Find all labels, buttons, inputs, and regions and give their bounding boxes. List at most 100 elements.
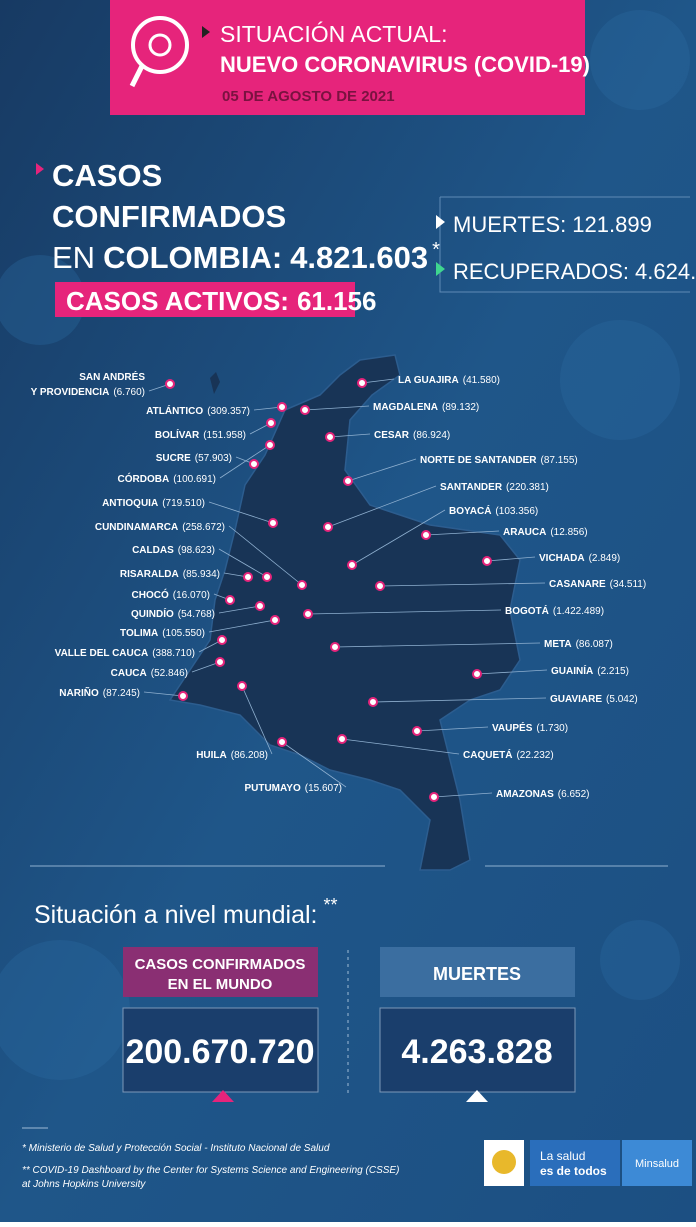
department-name: LA GUAJIRA xyxy=(398,375,459,386)
marker xyxy=(303,609,313,619)
department-cases: (100.691) xyxy=(173,474,216,485)
leader-line xyxy=(208,501,274,524)
cases-title: EN COLOMBIA: 4.821.603 * xyxy=(52,239,440,275)
department-name: AMAZONAS xyxy=(496,789,554,800)
department-cases: (98.623) xyxy=(178,545,215,556)
department-cases: (105.550) xyxy=(162,628,205,639)
arrow xyxy=(202,26,210,38)
department-cases: (1.730) xyxy=(536,723,568,734)
stats-frame xyxy=(439,196,690,293)
department-label: CHOCÓ (16.070) xyxy=(132,588,210,601)
marker xyxy=(215,657,225,667)
leader-line xyxy=(218,548,268,578)
department-name: SANTANDER xyxy=(440,482,503,493)
department-name: CUNDINAMARCA xyxy=(95,522,178,533)
arrow xyxy=(36,163,44,175)
header-date: 05 DE AGOSTO DE 2021 xyxy=(222,88,395,105)
department-label: SUCRE (57.903) xyxy=(156,453,232,464)
department-label: CALDAS (98.623) xyxy=(132,545,215,556)
department-cases: (6.760) xyxy=(113,387,145,398)
department-name: GUAINÍA xyxy=(551,664,593,677)
source: at Johns Hopkins University xyxy=(22,1179,146,1190)
department-name: ATLÁNTICO xyxy=(146,404,203,417)
leader-line xyxy=(351,509,446,566)
logo-box xyxy=(530,1140,620,1186)
department-label: GUAINÍA (2.215) xyxy=(551,664,629,677)
department-name: CALDAS xyxy=(132,545,174,556)
department-name: CAQUETÁ xyxy=(463,748,512,761)
leader-line xyxy=(347,458,417,482)
department-label: BOYACÁ (103.356) xyxy=(449,504,538,517)
footnote-mark: ** xyxy=(324,895,338,915)
world-deaths-label-box xyxy=(380,947,575,997)
department-name: SUCRE xyxy=(156,453,191,464)
department-label: TOLIMA (105.550) xyxy=(120,628,205,639)
department-name: TOLIMA xyxy=(120,628,158,639)
department-cases: (5.042) xyxy=(606,694,638,705)
department-label: RISARALDA (85.934) xyxy=(120,569,220,580)
department-label: MAGDALENA (89.132) xyxy=(373,402,479,413)
marker xyxy=(375,581,385,591)
leader-line xyxy=(416,726,489,732)
department-cases: (52.846) xyxy=(151,668,188,679)
department-label: HUILA (86.208) xyxy=(196,750,268,761)
leader-line xyxy=(486,556,536,562)
department-cases: (86.924) xyxy=(413,430,450,441)
brand: Minsalud xyxy=(635,1158,679,1170)
department-name: BOGOTÁ xyxy=(505,604,549,617)
leader-line xyxy=(476,669,548,675)
deaths-label: MUERTES: xyxy=(453,212,566,237)
department-label: ANTIOQUIA (719.510) xyxy=(102,498,205,509)
department-cases: (1.422.489) xyxy=(553,606,604,617)
department-name: ARAUCA xyxy=(503,527,546,538)
world-deaths-box xyxy=(379,1007,576,1093)
icon xyxy=(131,16,189,74)
department-label: VAUPÉS (1.730) xyxy=(492,721,568,734)
department-label: ARAUCA (12.856) xyxy=(503,527,588,538)
department-cases: (86.208) xyxy=(231,750,268,761)
department-name: SAN ANDRÉS xyxy=(79,370,145,383)
department-name: CASANARE xyxy=(549,579,606,590)
marker xyxy=(421,530,431,540)
arrow xyxy=(436,215,445,229)
leader-line xyxy=(372,697,547,703)
active-value: 61.156 xyxy=(297,286,377,316)
marker xyxy=(265,440,275,450)
department-name: HUILA xyxy=(196,750,227,761)
marker xyxy=(237,681,247,691)
marker xyxy=(343,476,353,486)
department-label: LA GUAJIRA (41.580) xyxy=(398,375,500,386)
arrow xyxy=(212,1090,234,1102)
department-label: ATLÁNTICO (309.357) xyxy=(146,404,250,417)
leader-line xyxy=(281,741,347,788)
department-name: NARIÑO xyxy=(59,686,99,699)
logo-text: es de todos xyxy=(540,1164,607,1178)
department-cases: (2.215) xyxy=(597,666,629,677)
marker xyxy=(429,792,439,802)
cases-title: CONFIRMADOS xyxy=(52,199,286,234)
active-label: CASOS ACTIVOS: xyxy=(66,286,289,316)
department-label: GUAVIARE (5.042) xyxy=(550,694,638,705)
department-cases: (719.510) xyxy=(162,498,205,509)
department-label: SANTANDER (220.381) xyxy=(440,482,549,493)
department-name: CESAR xyxy=(374,430,410,441)
department-label: BOLÍVAR (151.958) xyxy=(155,428,246,441)
recovered: RECUPERADOS:4.624.669 xyxy=(453,259,696,284)
leader-line xyxy=(228,525,303,586)
marker xyxy=(482,556,492,566)
department-label: META (86.087) xyxy=(544,639,613,650)
department-cases: (57.903) xyxy=(195,453,232,464)
department-cases: (41.580) xyxy=(463,375,500,386)
marker xyxy=(300,405,310,415)
department-cases: (12.856) xyxy=(550,527,587,538)
department-label: VICHADA (2.849) xyxy=(539,553,620,564)
department-cases: (6.652) xyxy=(558,789,590,800)
department-cases: (54.768) xyxy=(178,609,215,620)
recovered-label: RECUPERADOS: xyxy=(453,259,629,284)
header-title: NUEVO CORONAVIRUS (COVID-19) xyxy=(220,52,590,77)
marker xyxy=(472,669,482,679)
island xyxy=(210,372,220,394)
marker xyxy=(225,595,235,605)
marker xyxy=(412,726,422,736)
